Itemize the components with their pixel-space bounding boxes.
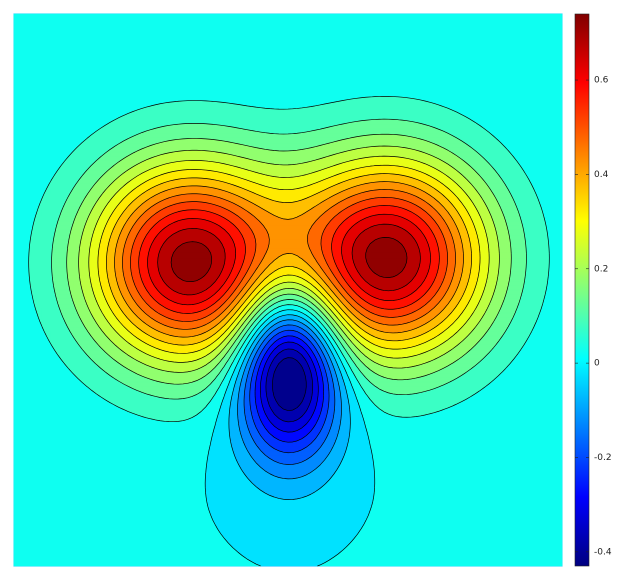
contour-line <box>243 324 336 465</box>
colorbar-tick-label: -0.2 <box>594 453 612 463</box>
contour-line <box>66 133 512 385</box>
contour-line <box>170 237 408 282</box>
contour-line <box>204 309 376 567</box>
contour-line <box>114 181 464 338</box>
plot-area <box>13 13 563 567</box>
contour-line <box>78 145 500 373</box>
colorbar <box>574 13 590 567</box>
contour-line <box>157 223 421 296</box>
colorbar-tick-label: 0 <box>594 359 600 369</box>
contour-line <box>97 164 481 354</box>
contour-line <box>51 118 527 400</box>
contour-line <box>254 335 325 443</box>
contour-line <box>147 213 431 306</box>
contour-line <box>249 329 330 454</box>
colorbar-tick-label: 0.2 <box>594 264 608 274</box>
contour-line <box>259 341 319 433</box>
colorbar-tick-label: -0.4 <box>594 547 612 557</box>
contour-line <box>272 357 307 411</box>
contour-line <box>228 314 351 500</box>
contour-line <box>130 196 448 322</box>
colorbar-tick-label: 0.4 <box>594 170 609 180</box>
contour-line <box>122 189 456 330</box>
contour-line <box>237 319 342 480</box>
contour-line <box>265 348 314 423</box>
contour-line <box>28 96 550 423</box>
contour-line <box>88 155 490 363</box>
contour-line <box>106 173 472 346</box>
colorbar-tick-label: 0.6 <box>594 76 609 86</box>
contour-line <box>138 205 440 314</box>
